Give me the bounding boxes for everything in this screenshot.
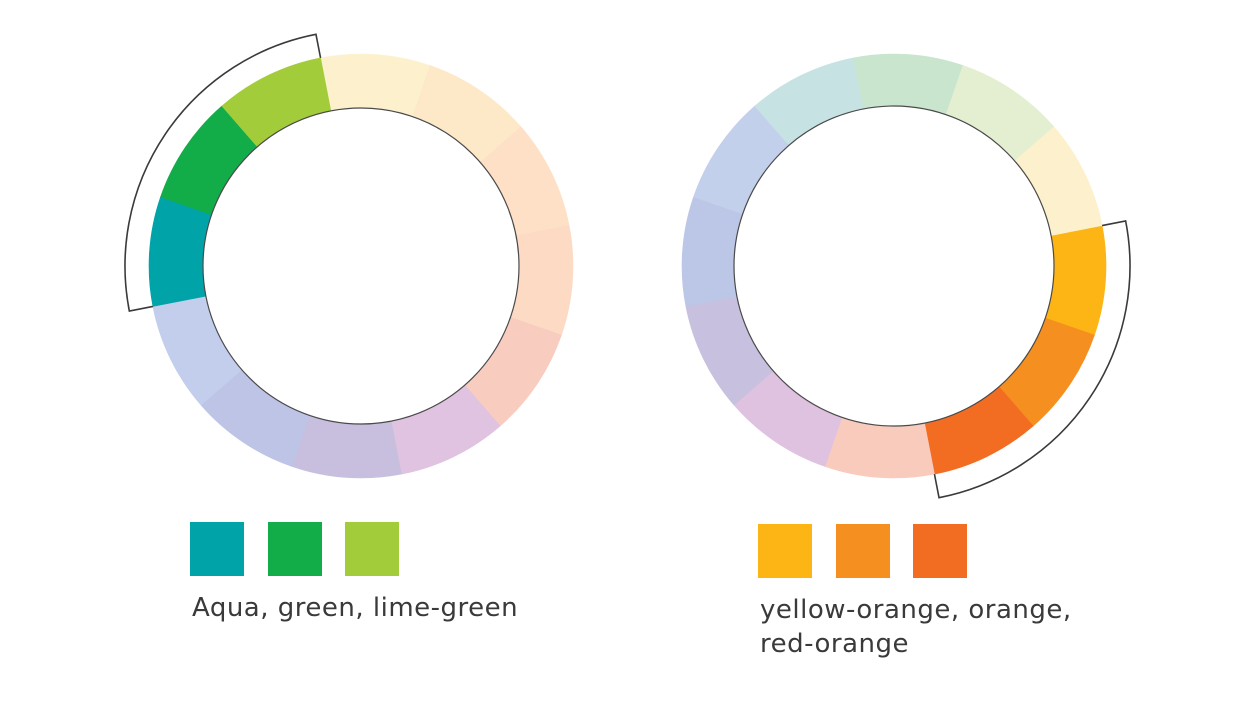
highlight-bracket	[933, 220, 1131, 499]
left-wheel	[124, 33, 574, 479]
wheel-segment-pale-green	[853, 53, 964, 116]
swatch-green	[268, 522, 322, 576]
caption-line: red-orange	[760, 629, 909, 659]
caption-left: Aqua, green, lime-green	[192, 591, 518, 625]
swatch-red-orange	[913, 524, 967, 578]
wheel-segment-pale-blue-violet	[681, 196, 744, 307]
right-wheel	[681, 53, 1131, 499]
wheel-inner-circle	[202, 107, 520, 425]
swatch-aqua	[190, 522, 244, 576]
swatch-orange	[836, 524, 890, 578]
wheel-segment-yellow-orange	[1044, 225, 1107, 336]
swatch-lime-green	[345, 522, 399, 576]
caption-right: yellow-orange, orange, red-orange	[760, 593, 1072, 661]
wheel-segment-aqua	[148, 196, 212, 307]
caption-line: Aqua, green, lime-green	[192, 593, 519, 623]
wheel-segment-pale-red-orange	[510, 225, 574, 336]
wheel-segment-pale-yellow	[320, 53, 431, 117]
wheel-inner-circle	[733, 105, 1055, 427]
swatch-yellow-orange	[758, 524, 812, 578]
caption-line: yellow-orange, orange,	[760, 595, 1072, 625]
wheel-segment-pale-violet	[291, 415, 402, 479]
wheel-segment-pale-red	[824, 416, 935, 479]
highlight-bracket	[124, 33, 322, 312]
